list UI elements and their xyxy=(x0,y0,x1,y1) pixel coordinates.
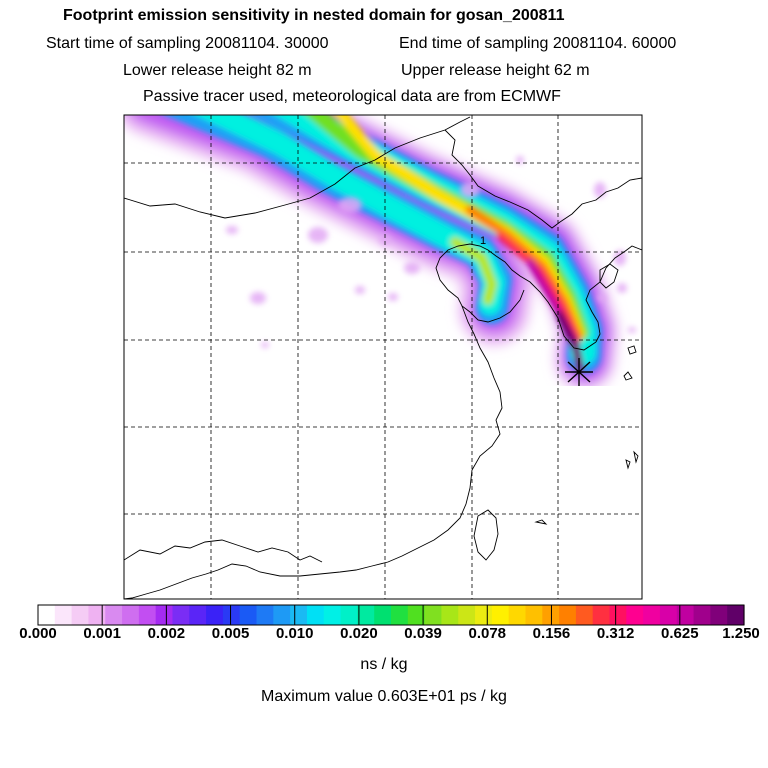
colorbar-swatch xyxy=(676,605,695,625)
colorbar-swatch xyxy=(374,605,392,625)
colorbar-unit: ns / kg xyxy=(360,656,408,673)
colorbar-swatch xyxy=(172,605,190,625)
colorbar-swatch xyxy=(290,605,308,625)
end-sampling-text: End time of sampling 20081104. 60000 xyxy=(399,35,677,52)
colorbar-swatch xyxy=(138,605,157,625)
coastlines xyxy=(124,116,642,599)
colorbar-tick-label: 0.156 xyxy=(532,625,571,642)
colorbar-swatch xyxy=(357,605,375,625)
colorbar-tick-label: 0.020 xyxy=(340,625,378,642)
colorbar-swatch xyxy=(256,605,274,625)
plume-mid xyxy=(164,115,602,373)
colorbar-tick-label: 0.039 xyxy=(404,625,442,642)
colorbar-swatch xyxy=(122,605,140,625)
colorbar-swatch xyxy=(54,605,73,625)
colorbar-swatch xyxy=(609,605,627,625)
colorbar-swatch xyxy=(727,605,745,625)
figure-title: Footprint emission sensitivity in nested… xyxy=(63,7,565,24)
colorbar xyxy=(37,604,745,626)
colorbar-tick-label: 0.001 xyxy=(83,625,121,642)
colorbar-swatch xyxy=(441,605,459,625)
colorbar-swatch xyxy=(239,605,258,625)
colorbar-tick-label: 0.078 xyxy=(468,625,507,642)
colorbar-swatch xyxy=(475,605,493,625)
graticule xyxy=(124,115,642,599)
maximum-value-text: Maximum value 0.603E+01 ps / kg xyxy=(261,688,507,705)
colorbar-tick-label: 0.625 xyxy=(661,625,699,642)
colorbar-tick-label: 0.312 xyxy=(596,625,635,642)
colorbar-swatch xyxy=(38,605,56,625)
colorbar-swatch xyxy=(155,605,174,625)
colorbar-swatch xyxy=(105,605,123,625)
colorbar-tick-label: 0.000 xyxy=(19,625,57,642)
colorbar-swatch xyxy=(407,605,426,625)
colorbar-swatch xyxy=(592,605,611,625)
colorbar-swatch xyxy=(189,605,207,625)
colorbar-swatch xyxy=(626,605,644,625)
svg-text:1: 1 xyxy=(480,235,486,247)
colorbar-swatch xyxy=(424,605,443,625)
colorbar-swatch xyxy=(222,605,241,625)
upper-release-text: Upper release height 62 m xyxy=(401,62,590,79)
receptor-star-icon xyxy=(565,358,593,386)
colorbar-swatch xyxy=(559,605,577,625)
colorbar-swatch xyxy=(306,605,325,625)
colorbar-swatch xyxy=(508,605,527,625)
colorbar-tick-label: 1.250 xyxy=(722,625,760,642)
colorbar-swatch xyxy=(659,605,678,625)
colorbar-swatch xyxy=(710,605,728,625)
colorbar-swatch xyxy=(71,605,90,625)
colorbar-tick-label: 0.002 xyxy=(147,625,186,642)
tracer-note-text: Passive tracer used, meteorological data… xyxy=(143,88,561,105)
colorbar-tick-label: 0.010 xyxy=(275,625,314,642)
colorbar-swatch xyxy=(323,605,342,625)
colorbar-swatch xyxy=(491,605,510,625)
colorbar-swatch xyxy=(340,605,358,625)
start-sampling-text: Start time of sampling 20081104. 30000 xyxy=(46,35,329,52)
colorbar-swatch xyxy=(693,605,711,625)
lower-release-text: Lower release height 82 m xyxy=(123,62,312,79)
map-panel: 1 xyxy=(124,115,642,599)
colorbar-tick-label: 0.005 xyxy=(211,625,250,642)
map-frame xyxy=(123,114,643,600)
colorbar-swatch xyxy=(575,605,594,625)
colorbar-swatch xyxy=(525,605,543,625)
colorbar-swatch xyxy=(273,605,291,625)
colorbar-swatch xyxy=(88,605,106,625)
colorbar-swatch xyxy=(391,605,409,625)
colorbar-swatch xyxy=(458,605,476,625)
colorbar-swatch xyxy=(206,605,224,625)
colorbar-swatch xyxy=(643,605,661,625)
colorbar-outline xyxy=(37,604,745,626)
